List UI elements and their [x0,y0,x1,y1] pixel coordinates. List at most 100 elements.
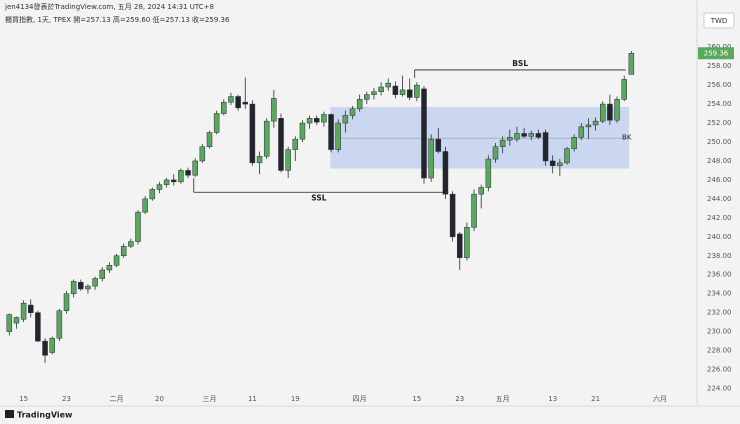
candle-body [278,118,284,171]
candle-body [149,189,156,200]
candle-body [306,118,313,124]
candle-body [213,113,220,133]
candle-body [549,160,556,166]
x-tick-label: 19 [291,395,300,403]
candle-body [249,103,256,164]
last-price-badge [698,47,734,60]
candle-body [285,149,291,171]
candle-body [35,312,41,342]
candle-body [557,162,563,166]
candle-body [56,310,63,339]
x-tick-label: 15 [412,395,421,403]
candle-body [399,89,406,95]
candle-body [421,88,427,179]
candle-body [485,158,492,188]
candle-body [171,179,177,183]
currency[interactable]: TWD [710,17,728,25]
zone [330,106,630,169]
candle-body [585,124,592,128]
candle-body [142,198,148,213]
candle-body [13,317,20,324]
candle-body [6,314,13,332]
y-tick-label: 236.00 [707,271,732,279]
candle-body [414,84,420,98]
candle-body [99,269,105,279]
candle-body [342,115,349,124]
candle-body [299,122,306,140]
candle-body [364,94,370,100]
candle-body [85,285,91,290]
candle-body [263,120,270,157]
candle-body [192,160,198,176]
currency-box[interactable] [703,12,735,29]
x-tick-label: 11 [248,395,257,403]
candle-body [442,151,449,195]
annotation-label: BSL [512,59,528,68]
candle-body [356,99,363,110]
y-tick-label: 256.00 [707,81,732,89]
y-tick-label: 254.00 [707,100,732,108]
candle-body [135,211,141,242]
candle-body [492,146,499,160]
header-line1: jen4134發表於TradingView.com, 五月 28, 2024 1… [4,2,214,11]
y-tick-label: 226.00 [707,366,732,374]
candle-body [78,282,84,290]
candle-body [464,227,470,258]
candle-body [256,155,263,164]
candle-body [528,133,534,137]
header-line2: 櫃買指數, 1天, TPEX 開=257.13 高=259.60 低=257.1… [5,15,230,24]
candle-body [106,265,113,271]
brand-logo [5,410,14,418]
candle-body [113,255,120,266]
y-tick-label: 238.00 [707,252,732,260]
y-tick-label: 252.00 [707,119,732,127]
y-tick-label: 234.00 [707,290,732,298]
candle-body [314,118,320,123]
candle-body [228,96,234,103]
candle-body [63,293,70,312]
x-tick-label: 二月 [110,395,124,403]
x-tick-label: 六月 [653,394,667,403]
candle-body [49,338,55,353]
candle-body [178,170,184,183]
candle-body [406,89,413,98]
candle-body [621,79,627,100]
candle-body [592,120,599,126]
x-tick-label: 21 [591,395,600,403]
y-tick-label: 260.00 [707,43,732,51]
x-tick-label: 15 [19,395,28,403]
candle-body [185,170,191,176]
candle-body [428,138,434,179]
candle-body [235,96,241,109]
candle-body [221,101,227,114]
candle-body [507,137,513,141]
candle-body [271,98,277,122]
x-tick-label: 20 [155,395,164,403]
candle-body [42,340,48,356]
candle-body [499,139,506,147]
candle-body [478,187,484,195]
candle-body [435,138,442,152]
candle-body [449,193,456,238]
x-tick-label: 23 [455,395,464,403]
candle-body [392,85,399,95]
y-tick-label: 228.00 [707,347,732,355]
candle-body [371,91,377,95]
candle-body [206,132,213,147]
y-tick-label: 248.00 [707,157,732,165]
y-tick-label: 244.00 [707,195,732,203]
candle-body [349,108,356,116]
candle-body [92,278,98,287]
annotation-label: SSL [311,193,326,202]
y-tick-label: 224.00 [707,385,732,393]
candle-body [242,101,248,105]
candle-body [521,133,527,137]
x-tick-label: 13 [548,395,557,403]
candle-body [328,114,334,150]
candle-body [120,246,127,257]
x-tick-label: 五月 [496,395,510,403]
candle-body [471,193,477,228]
y-tick-label: 232.00 [707,309,732,317]
